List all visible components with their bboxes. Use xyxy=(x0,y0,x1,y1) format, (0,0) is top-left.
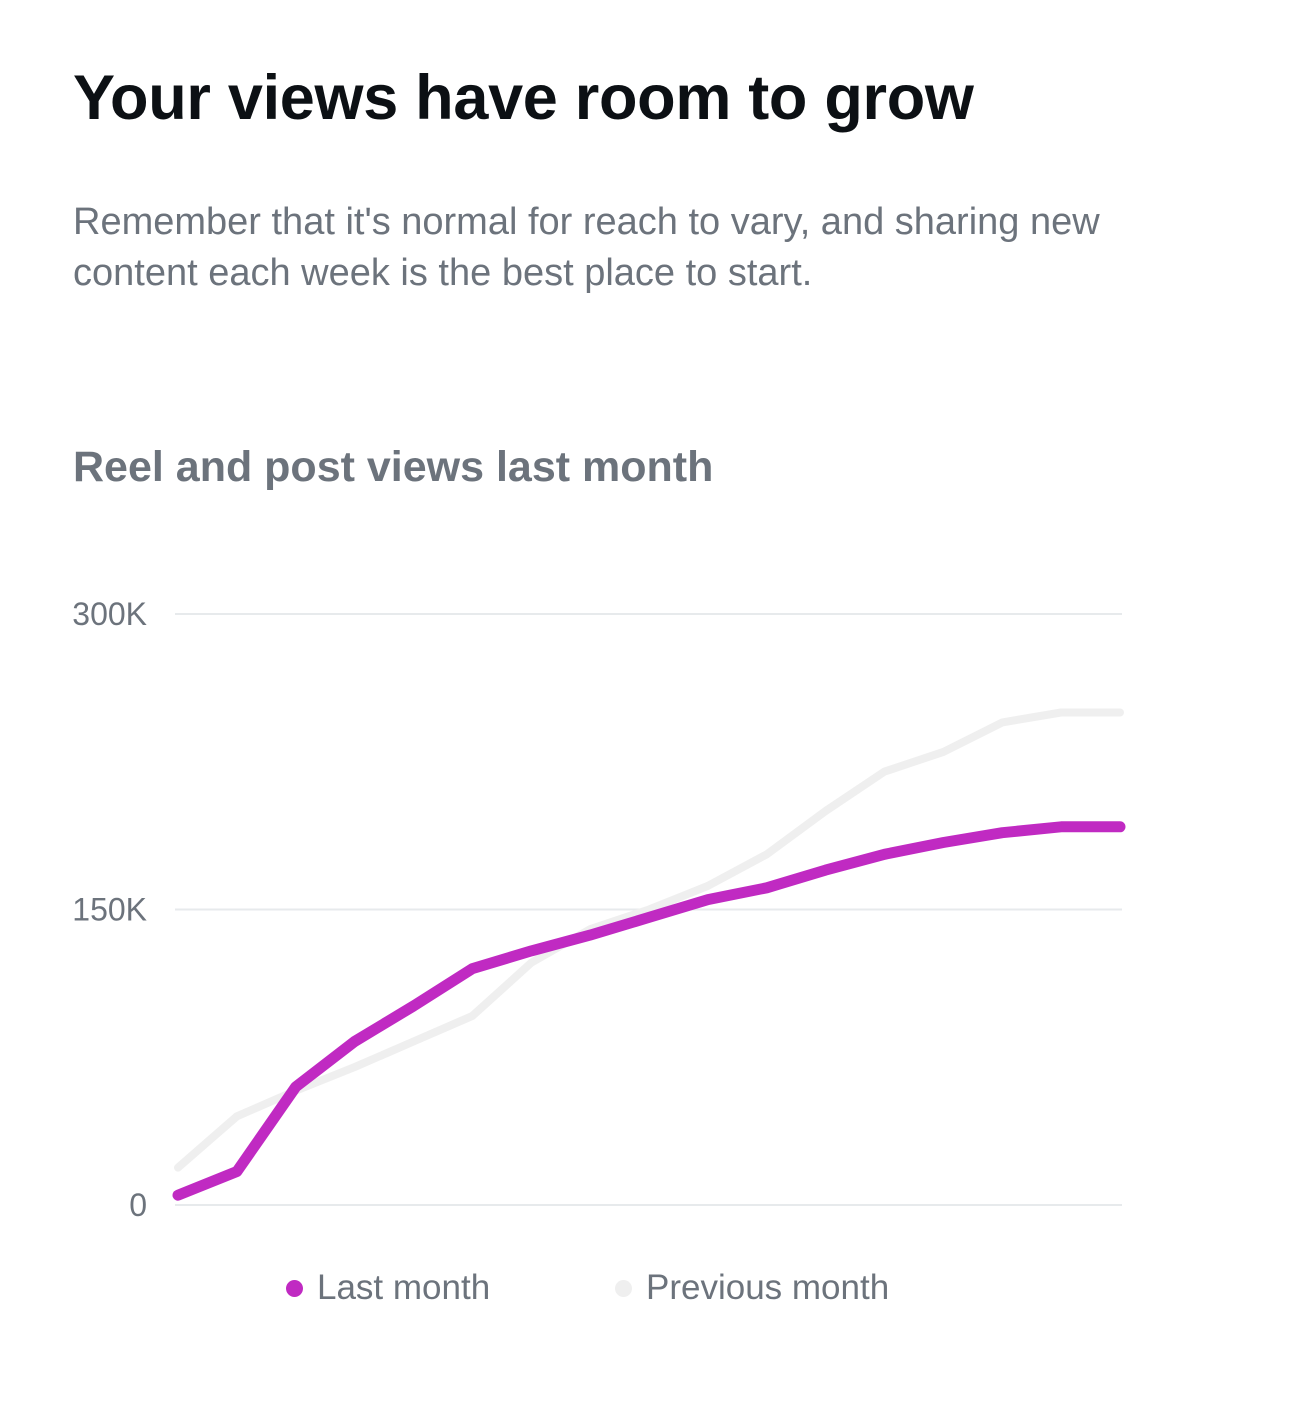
legend-dot-last-month xyxy=(286,1279,303,1297)
chart-gridlines xyxy=(175,613,1122,1206)
y-tick-label-300k: 300K xyxy=(72,596,147,632)
series-line-previous-month xyxy=(174,708,1124,1172)
legend-dot-previous-month xyxy=(615,1279,632,1297)
series-line-last-month xyxy=(172,821,1126,1201)
y-tick-label-0: 0 xyxy=(129,1187,147,1223)
chart-y-axis: 0 150K 300K xyxy=(72,596,147,1223)
chart-series xyxy=(172,708,1126,1201)
legend-item-previous-month[interactable]: Previous month xyxy=(615,1266,889,1310)
legend-item-last-month[interactable]: Last month xyxy=(286,1266,490,1310)
page-subtitle: Remember that it's normal for reach to v… xyxy=(73,201,1100,294)
page-title: Your views have room to grow xyxy=(73,63,974,133)
chart-title: Reel and post views last month xyxy=(73,443,714,491)
y-tick-label-150k: 150K xyxy=(72,892,147,928)
legend-label-last-month: Last month xyxy=(317,1268,491,1307)
chart-legend: Last month Previous month xyxy=(0,1266,1290,1310)
legend-label-previous-month: Previous month xyxy=(646,1268,890,1307)
